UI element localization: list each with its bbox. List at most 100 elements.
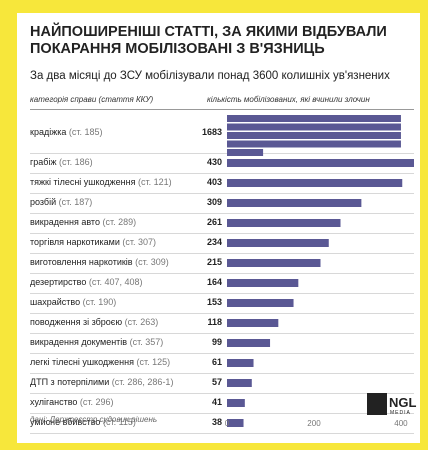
value-label: 164 <box>206 277 222 287</box>
category-header-note: (стаття ККУ) <box>98 95 154 104</box>
bar-segment <box>227 140 401 148</box>
bar-segment <box>227 149 264 156</box>
bar-segment <box>227 123 401 131</box>
value-label: 38 <box>211 417 222 427</box>
source-note: дані: Держреєстр судових рішень <box>30 415 158 424</box>
row-divider <box>30 293 414 294</box>
row-divider <box>30 153 414 154</box>
category-article: (ст. 407, 408) <box>86 277 143 287</box>
value-header: кількість мобілізованих, які вчинили зло… <box>207 95 370 104</box>
category-label: шахрайство (ст. 190) <box>30 297 116 307</box>
x-tick-label: 400 <box>394 419 408 428</box>
x-tick-label: 200 <box>307 419 321 428</box>
category-label: торгівля наркотиками (ст. 307) <box>30 237 156 247</box>
ngl-media-logo: NGL MEDIA <box>367 393 417 423</box>
category-article: (ст. 190) <box>80 297 117 307</box>
category-label: умисне вбивство (ст. 115) <box>30 417 136 427</box>
category-article: (ст. 357) <box>127 337 164 347</box>
row-divider <box>30 373 414 374</box>
category-label: крадіжка (ст. 185) <box>30 127 103 137</box>
value-label: 118 <box>207 317 222 327</box>
category-name: викрадення авто <box>30 217 100 227</box>
category-label: дезертирство (ст. 407, 408) <box>30 277 143 287</box>
value-label: 261 <box>206 217 222 227</box>
row-divider <box>30 253 414 254</box>
category-label: викрадення авто (ст. 289) <box>30 217 136 227</box>
category-article: (ст. 296) <box>77 397 114 407</box>
category-name: хуліганство <box>30 397 78 407</box>
header-divider <box>30 109 414 110</box>
logo-ngl: NGL <box>389 395 417 410</box>
category-article: (ст. 289) <box>99 217 137 227</box>
bar <box>227 219 341 227</box>
value-label: 1683 <box>201 127 222 137</box>
bar <box>227 179 403 187</box>
category-article: (ст. 185) <box>66 127 103 137</box>
category-name: розбій <box>30 197 57 207</box>
value-label: 430 <box>206 157 222 167</box>
category-header: категорія справи (стаття ККУ) <box>30 95 153 104</box>
row-divider <box>30 353 414 354</box>
category-name: ДТП з потерпілими <box>30 377 110 387</box>
category-label: грабіж (ст. 186) <box>30 157 93 167</box>
category-article: (ст. 307) <box>119 237 156 247</box>
logo-media: MEDIA <box>390 410 411 416</box>
chart-card: НАЙПОШИРЕНІШІ СТАТТІ, ЗА ЯКИМИ ВІДБУВАЛИ… <box>17 13 420 443</box>
category-name: торгівля наркотиками <box>30 237 120 247</box>
bar <box>227 379 252 387</box>
bar-plot: 0 200 400 <box>225 115 414 428</box>
bar <box>227 279 299 287</box>
bar <box>227 339 271 347</box>
value-label: 403 <box>206 177 222 187</box>
category-name: дезертирство <box>30 277 87 287</box>
category-label: розбій (ст. 187) <box>30 197 92 207</box>
category-article: (ст. 187) <box>56 197 93 207</box>
category-article: (ст. 121) <box>135 177 172 187</box>
category-name: крадіжка <box>30 127 67 137</box>
logo-mark <box>367 393 387 415</box>
value-label: 234 <box>206 237 222 247</box>
bar <box>227 159 414 167</box>
category-label: тяжкі тілесні ушкодження (ст. 121) <box>30 177 172 187</box>
bar-segment <box>227 115 401 122</box>
row-divider <box>30 433 414 434</box>
row-divider <box>30 273 414 274</box>
value-label: 309 <box>206 197 222 207</box>
bar <box>227 239 329 247</box>
category-name: поводження зі зброєю <box>30 317 123 327</box>
category-label: виготовлення наркотиків (ст. 309) <box>30 257 169 267</box>
row-divider <box>30 333 414 334</box>
value-label: 153 <box>206 297 222 307</box>
row-divider <box>30 213 414 214</box>
bar <box>227 199 362 207</box>
value-label: 99 <box>211 337 222 347</box>
row-divider <box>30 393 414 394</box>
chart-title: НАЙПОШИРЕНІШІ СТАТТІ, ЗА ЯКИМИ ВІДБУВАЛИ… <box>30 24 387 57</box>
category-label: легкі тілесні ушкодження (ст. 125) <box>30 357 170 367</box>
category-article: (ст. 125) <box>133 357 171 367</box>
value-label: 57 <box>211 377 222 387</box>
bar <box>227 299 294 307</box>
x-tick-label: 0 <box>225 419 230 428</box>
category-name: грабіж <box>30 157 57 167</box>
row-divider <box>30 233 414 234</box>
category-name: легкі тілесні ушкодження <box>30 357 134 367</box>
category-label: поводження зі зброєю (ст. 263) <box>30 317 158 327</box>
category-article: (ст. 309) <box>132 257 169 267</box>
category-label: хуліганство (ст. 296) <box>30 397 114 407</box>
value-label: 61 <box>211 357 222 367</box>
category-article: (ст. 186) <box>56 157 93 167</box>
category-article: (ст. 115) <box>100 417 136 427</box>
row-divider <box>30 173 414 174</box>
category-name: викрадення документів <box>30 337 128 347</box>
category-header-text: категорія справи <box>30 95 97 104</box>
bar-segment <box>227 132 401 139</box>
bar <box>227 359 254 367</box>
category-name: виготовлення наркотиків <box>30 257 133 267</box>
row-divider <box>30 413 414 414</box>
category-label: ДТП з потерпілими (ст. 286, 286-1) <box>30 377 173 387</box>
row-divider <box>30 193 414 194</box>
value-label: 41 <box>211 397 222 407</box>
bar <box>227 319 279 327</box>
bar <box>227 419 244 427</box>
